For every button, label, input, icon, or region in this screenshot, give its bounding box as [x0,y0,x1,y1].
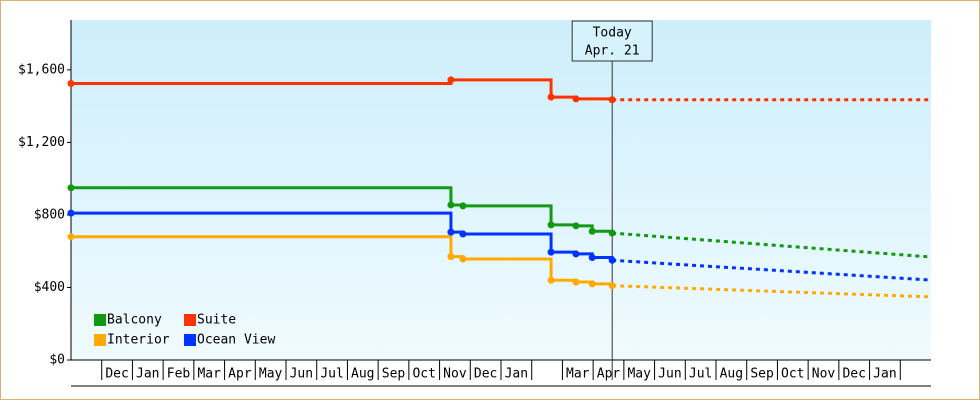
point [608,96,616,104]
legend-label: Ocean View [197,333,275,348]
legend-label: Balcony [107,313,162,328]
x-tick-label: Nov [812,367,836,382]
x-tick-label: Apr [228,367,252,382]
x-tick-label: Aug [720,367,743,382]
x-tick-label: Sep [750,367,774,382]
x-tick-label: Aug [351,367,374,382]
forecast-line [612,258,932,282]
plot-background [71,20,931,360]
point [67,233,75,241]
x-tick-label: May [259,367,283,382]
x-tick-label: Mar [566,367,590,382]
x-tick-label: Feb [167,367,191,382]
x-tick-label: Apr [597,367,621,382]
x-tick-label: Jan [873,367,896,382]
point [547,248,555,256]
point [608,282,616,290]
x-tick-label: Nov [443,367,467,382]
x-tick-label: Jul [689,367,712,382]
today-label: Today [593,26,632,41]
x-tick-label: Oct [781,367,804,382]
y-tick-label: $800 [34,207,65,222]
forecast-line [612,231,932,259]
point [588,254,596,262]
point [588,280,596,288]
x-tick-label: May [627,367,651,382]
x-tick-label: Dec [474,367,497,382]
y-tick-label: $400 [34,280,65,295]
legend-label: Suite [197,313,236,328]
x-tick-label: Dec [842,367,865,382]
point [547,93,555,101]
x-tick-label: Oct [412,367,435,382]
point [588,227,596,235]
point [547,221,555,229]
legend-swatch [184,314,196,326]
point [459,255,467,263]
today-box [571,20,653,62]
point [447,253,455,261]
x-tick-label: Jun [290,367,313,382]
x-tick-label: Jun [658,367,681,382]
today-label: Apr. 21 [585,44,640,59]
point [608,256,616,264]
legend-label: Interior [107,333,170,348]
x-tick-label: Jul [320,367,343,382]
x-tick-label: Sep [382,367,406,382]
point [572,250,580,258]
point [447,76,455,84]
y-tick-label: $1,600 [18,62,65,77]
point [67,79,75,87]
point [447,201,455,209]
point [459,230,467,238]
point [608,229,616,237]
forecast-line [612,284,932,299]
legend-swatch [184,334,196,346]
x-tick-label: Jan [136,367,159,382]
point [67,184,75,192]
point [459,202,467,210]
point [447,228,455,236]
legend-swatch [94,314,106,326]
x-tick-label: Jan [505,367,528,382]
y-tick-label: $1,200 [18,135,65,150]
point [572,278,580,286]
point [572,95,580,103]
point [572,222,580,230]
y-tick-label: $0 [49,353,65,368]
legend-swatch [94,334,106,346]
point [67,209,75,217]
x-tick-label: Dec [105,367,128,382]
x-tick-label: Mar [197,367,221,382]
point [547,276,555,284]
